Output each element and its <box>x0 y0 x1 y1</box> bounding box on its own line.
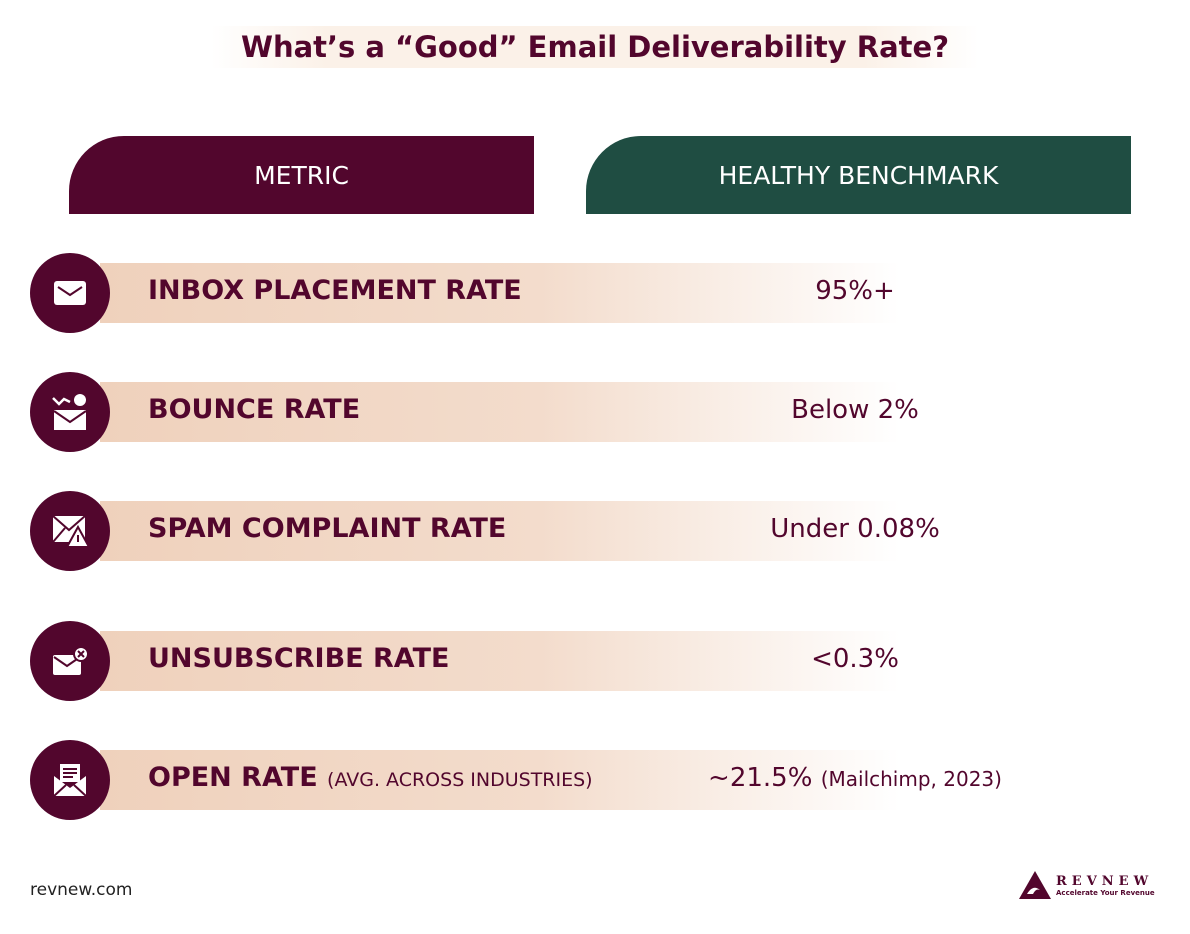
benchmark-value: Below 2% <box>791 395 919 425</box>
row-bar <box>100 382 900 442</box>
open-envelope-letter-icon <box>30 740 110 820</box>
benchmark-value: ~21.5% (Mailchimp, 2023) <box>708 763 1002 793</box>
logo-triangle-icon <box>1019 871 1051 899</box>
envelope-chart-icon <box>30 372 110 452</box>
revnew-logo: REVNEW Accelerate Your Revenue <box>1018 870 1155 900</box>
row-bar <box>100 631 900 691</box>
row-bar <box>100 501 900 561</box>
envelope-remove-icon <box>30 621 110 701</box>
row-bar <box>100 263 900 323</box>
envelope-warning-icon <box>30 491 110 571</box>
metric-note: (AVG. ACROSS INDUSTRIES) <box>327 769 593 791</box>
benchmark-value: <0.3% <box>811 644 899 674</box>
table-row: SPAM COMPLAINT RATE Under 0.08% <box>30 490 1130 572</box>
table-row: OPEN RATE (AVG. ACROSS INDUSTRIES) ~21.5… <box>30 739 1130 821</box>
benchmark-header: HEALTHY BENCHMARK <box>586 136 1131 214</box>
metric-label: INBOX PLACEMENT RATE <box>148 275 522 306</box>
value-source: (Mailchimp, 2023) <box>820 767 1002 791</box>
metric-label: BOUNCE RATE <box>148 394 361 425</box>
website-url: revnew.com <box>30 880 133 900</box>
row-bar <box>100 750 900 810</box>
table-row: UNSUBSCRIBE RATE <0.3% <box>30 620 1130 702</box>
page-title: What’s a “Good” Email Deliverability Rat… <box>0 26 1190 68</box>
table-row: INBOX PLACEMENT RATE 95%+ <box>30 252 1130 334</box>
metric-label: SPAM COMPLAINT RATE <box>148 513 507 544</box>
benchmark-value: Under 0.08% <box>770 514 940 544</box>
table-row: BOUNCE RATE Below 2% <box>30 371 1130 453</box>
envelope-icon <box>30 253 110 333</box>
benchmark-value: 95%+ <box>815 276 895 306</box>
metric-header: METRIC <box>69 136 534 214</box>
metric-label: UNSUBSCRIBE RATE <box>148 643 450 674</box>
metric-label: OPEN RATE (AVG. ACROSS INDUSTRIES) <box>148 762 593 793</box>
